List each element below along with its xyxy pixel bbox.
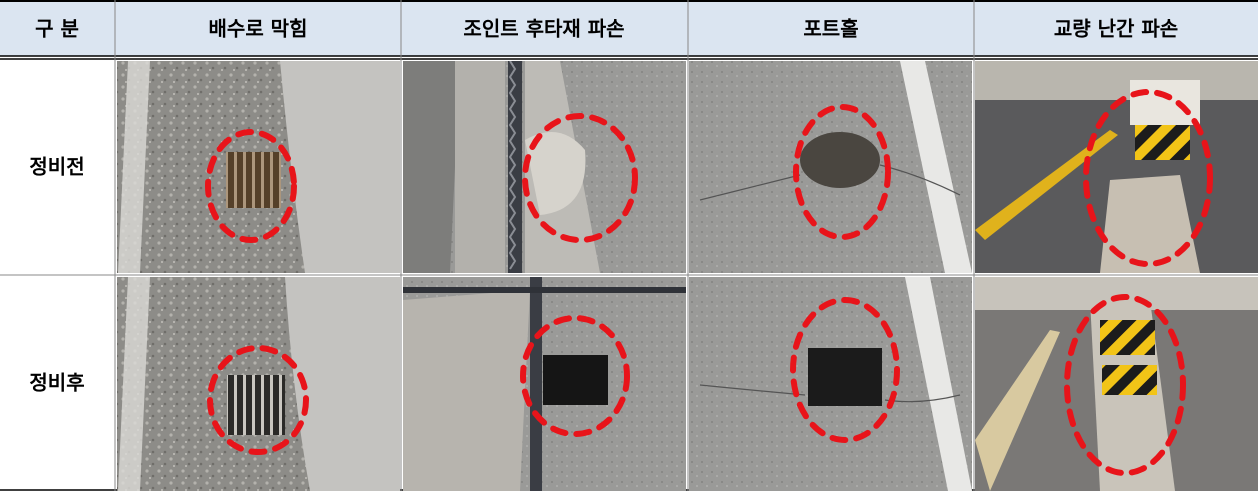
row-label: 정비후 xyxy=(29,371,84,395)
header-cell: 조인트 후타재 파손 xyxy=(463,17,624,41)
photo xyxy=(117,277,400,491)
header-cell: 구 분 xyxy=(35,17,79,41)
photo xyxy=(689,277,972,491)
header-cell: 포트홀 xyxy=(803,17,858,41)
photo xyxy=(403,61,686,273)
photo xyxy=(975,277,1258,491)
header-cell: 교량 난간 파손 xyxy=(1054,17,1178,41)
header-bg xyxy=(0,0,1258,56)
photo xyxy=(975,61,1258,273)
header-cell: 배수로 막힘 xyxy=(209,17,308,41)
photo xyxy=(689,61,972,273)
photo xyxy=(403,277,686,491)
photo xyxy=(117,61,400,273)
row-label: 정비전 xyxy=(29,155,84,179)
